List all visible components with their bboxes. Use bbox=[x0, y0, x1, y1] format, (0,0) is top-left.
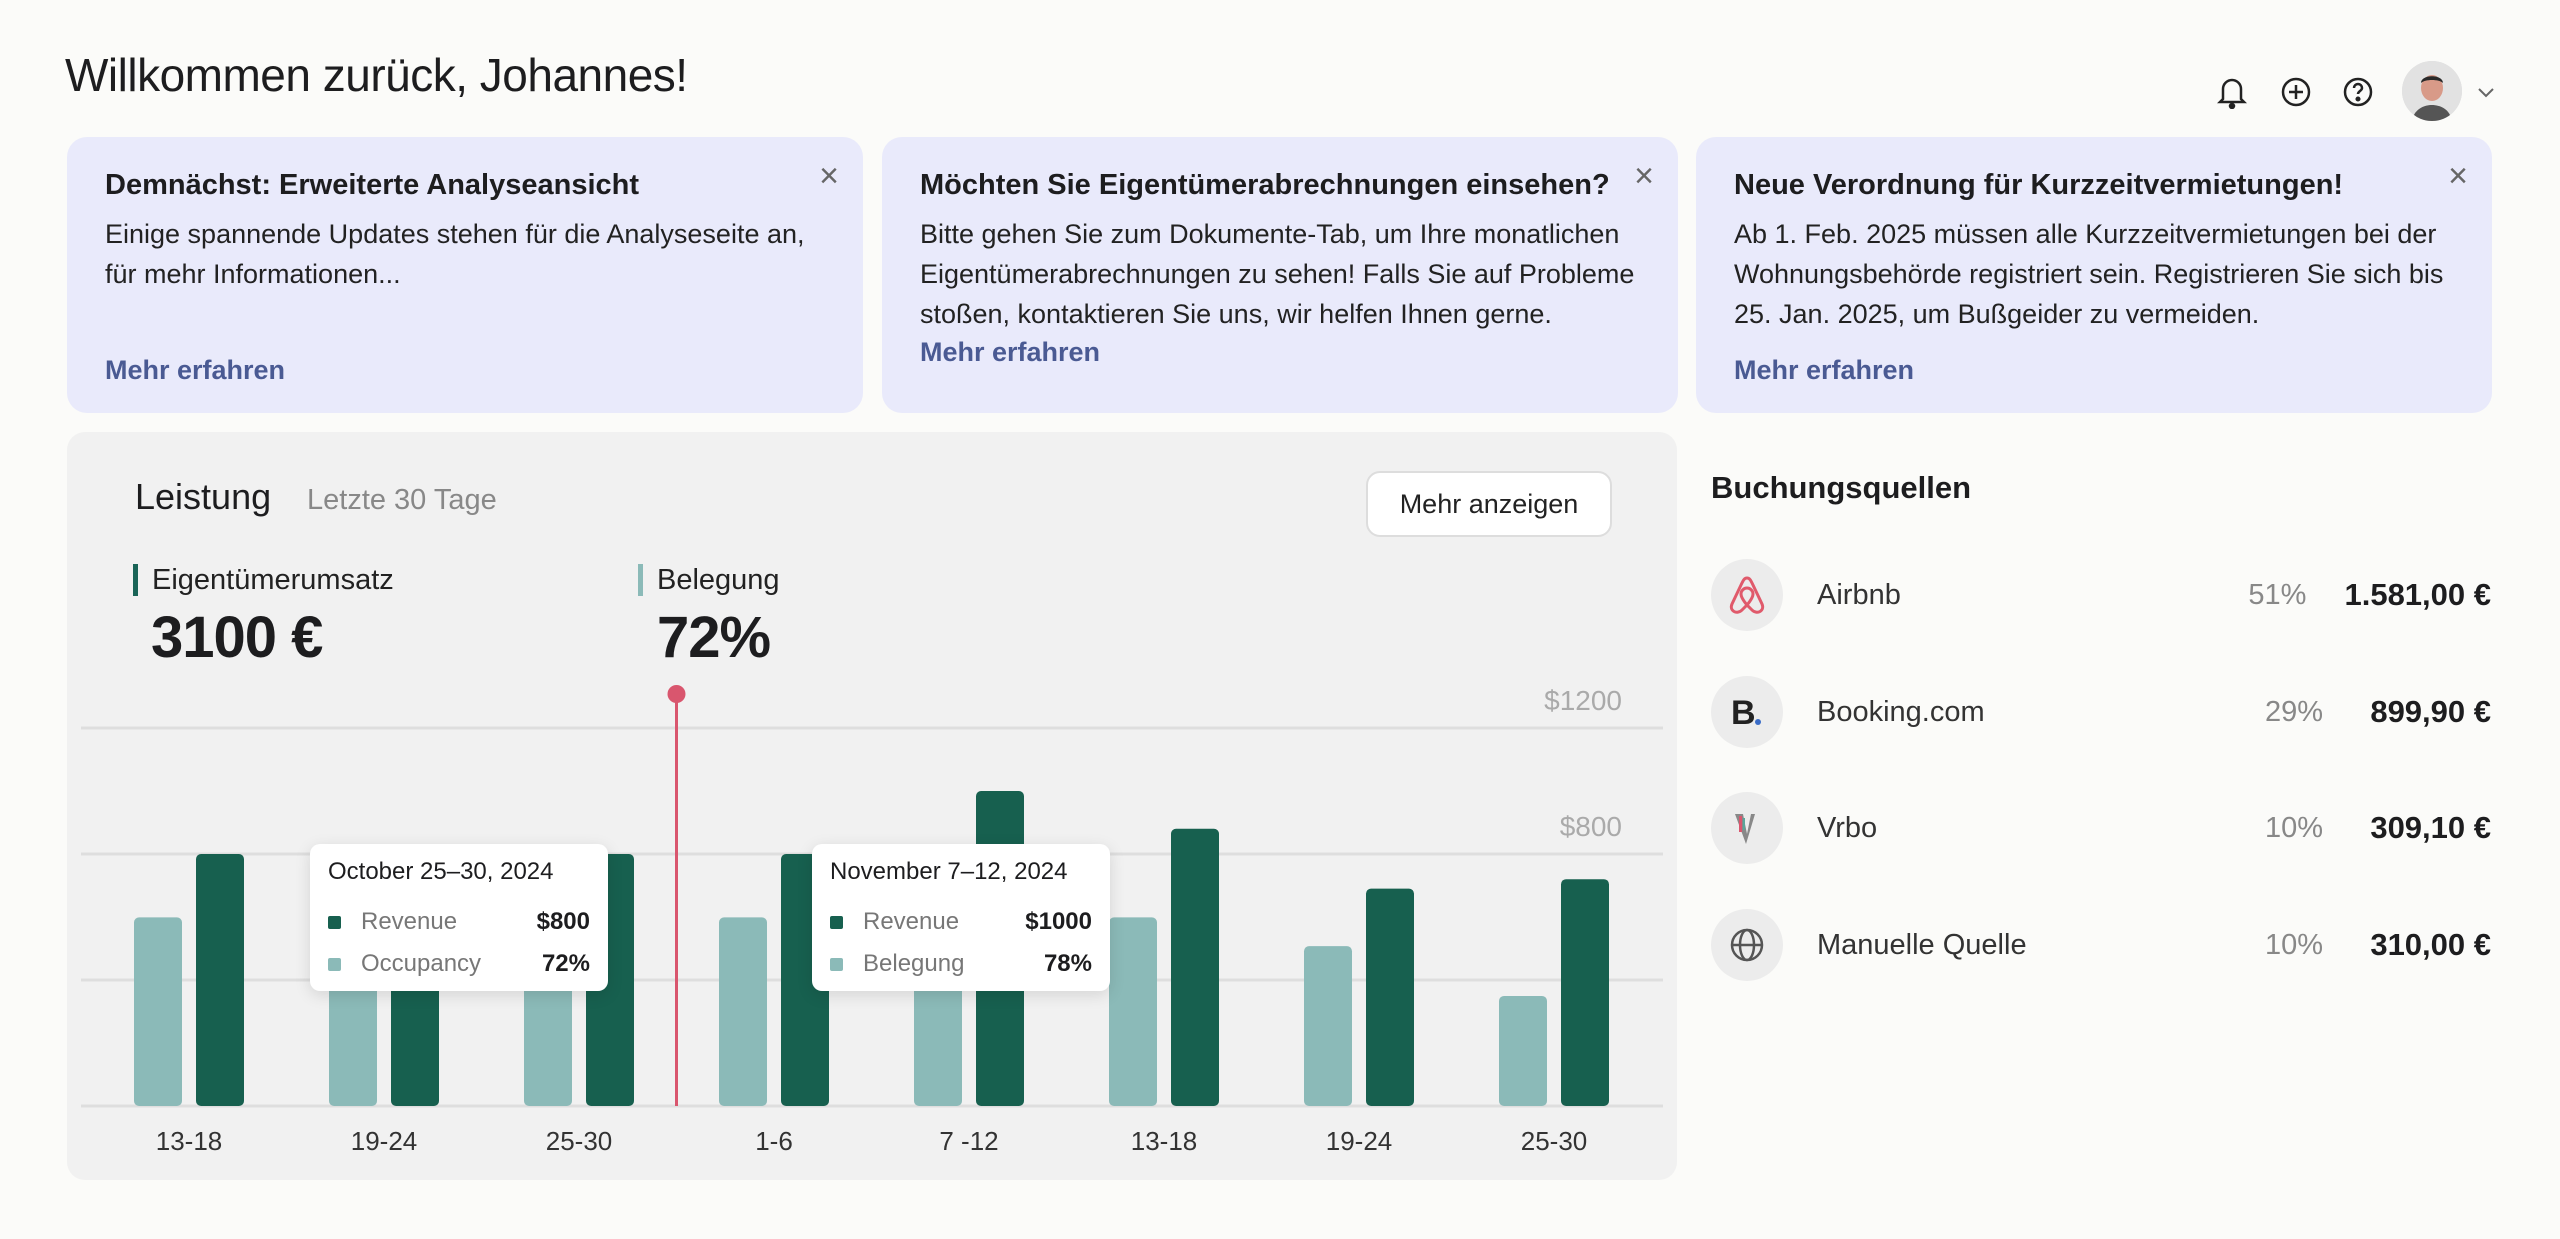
performance-period: Letzte 30 Tage bbox=[307, 484, 497, 516]
source-row-vrbo[interactable]: Vrbo 10% 309,10 € bbox=[1711, 792, 2491, 864]
notice-card-regulation: Neue Verordnung für Kurzzeitvermietungen… bbox=[1696, 137, 2492, 413]
booking-sources-title: Buchungsquellen bbox=[1711, 470, 1972, 505]
x-tick-label: 25-30 bbox=[546, 1126, 613, 1156]
performance-chart: $1200 $800 13-18 19-24 25-30 1-6 7 -12 13-18 19-… bbox=[81, 685, 1663, 1156]
card-title: Demnächst: Erweiterte Analyseansicht bbox=[105, 169, 640, 201]
source-row-manual[interactable]: Manuelle Quelle 10% 310,00 € bbox=[1711, 909, 2491, 981]
x-tick-label: 13-18 bbox=[1131, 1126, 1198, 1156]
source-amount: 310,00 € bbox=[2370, 927, 2491, 962]
avatar[interactable] bbox=[2402, 61, 2462, 121]
date-marker-dot bbox=[667, 685, 686, 703]
tooltip-title: October 25–30, 2024 bbox=[328, 858, 554, 885]
source-row-booking[interactable]: B Booking.com 29% 899,90 € bbox=[1711, 676, 2491, 748]
occupancy-bar bbox=[1109, 917, 1157, 1106]
source-amount: 899,90 € bbox=[2370, 694, 2491, 729]
page-title: Willkommen zurück, Johannes! bbox=[65, 49, 688, 101]
revenue-bar bbox=[1561, 879, 1609, 1106]
notice-card-statements: Möchten Sie Eigentümerabrechnungen einse… bbox=[882, 137, 1678, 413]
chevron-down-icon[interactable] bbox=[2466, 72, 2506, 112]
tooltip-label: Revenue bbox=[863, 908, 960, 935]
card-title: Neue Verordnung für Kurzzeitvermietungen… bbox=[1734, 169, 2344, 201]
kpi-occupancy-label: Belegung bbox=[638, 564, 780, 596]
source-percent: 51% bbox=[2248, 578, 2307, 611]
vrbo-icon bbox=[1711, 792, 1783, 864]
kpi-revenue-value: 3100 € bbox=[151, 605, 323, 670]
revenue-bar bbox=[1171, 828, 1219, 1106]
tooltip-title: November 7–12, 2024 bbox=[830, 858, 1068, 885]
card-title: Möchten Sie Eigentümerabrechnungen einse… bbox=[920, 169, 1610, 201]
occupancy-swatch bbox=[328, 957, 341, 971]
source-percent: 29% bbox=[2264, 695, 2323, 728]
svg-text:B: B bbox=[1731, 694, 1756, 732]
x-tick-label: 13-18 bbox=[156, 1126, 223, 1156]
show-more-button[interactable]: Mehr anzeigen bbox=[1366, 471, 1612, 537]
source-amount: 309,10 € bbox=[2370, 810, 2491, 845]
learn-more-link[interactable]: Mehr erfahren bbox=[920, 337, 1101, 367]
close-icon[interactable]: × bbox=[2448, 157, 2468, 195]
card-body: Einige spannende Updates stehen für die … bbox=[105, 219, 805, 289]
card-body: Ab 1. Feb. 2025 müssen alle Kurzzeitverm… bbox=[1734, 219, 2444, 329]
learn-more-link[interactable]: Mehr erfahren bbox=[105, 355, 286, 385]
plus-circle-icon[interactable] bbox=[2276, 72, 2316, 112]
help-icon[interactable] bbox=[2338, 72, 2378, 112]
occupancy-bar bbox=[1499, 995, 1547, 1106]
x-tick-label: 25-30 bbox=[1521, 1126, 1588, 1156]
performance-title: Leistung bbox=[135, 476, 272, 517]
bell-icon[interactable] bbox=[2212, 72, 2252, 112]
source-row-airbnb[interactable]: Airbnb 51% 1.581,00 € bbox=[1711, 559, 2491, 631]
kpi-occupancy-value: 72% bbox=[657, 605, 771, 670]
tooltip-value: $800 bbox=[536, 908, 590, 935]
card-body: Bitte gehen Sie zum Dokumente-Tab, um Ih… bbox=[920, 219, 1635, 329]
occupancy-swatch bbox=[830, 957, 843, 971]
revenue-bar bbox=[196, 854, 244, 1106]
tooltip-label: Belegung bbox=[863, 950, 965, 977]
tooltip-value: 72% bbox=[541, 950, 590, 977]
occupancy-bar bbox=[1304, 946, 1352, 1106]
revenue-swatch bbox=[830, 915, 843, 929]
source-name: Manuelle Quelle bbox=[1817, 928, 2027, 961]
y-tick-label: $800 bbox=[1560, 811, 1622, 842]
close-icon[interactable]: × bbox=[819, 157, 839, 195]
x-tick-label: 7 -12 bbox=[939, 1126, 998, 1156]
notice-card-analytics: Demnächst: Erweiterte Analyseansicht Ein… bbox=[67, 137, 863, 413]
x-tick-label: 19-24 bbox=[1326, 1126, 1393, 1156]
tooltip-value: $1000 bbox=[1025, 908, 1092, 935]
occupancy-bar bbox=[134, 917, 182, 1106]
performance-panel: Leistung Letzte 30 Tage Mehr anzeigen Ei… bbox=[67, 432, 1677, 1180]
y-tick-label: $1200 bbox=[1544, 685, 1622, 716]
source-name: Vrbo bbox=[1817, 811, 1878, 844]
airbnb-icon bbox=[1711, 559, 1783, 631]
source-name: Booking.com bbox=[1817, 695, 1985, 728]
tooltip-november: November 7–12, 2024 Revenue $1000 Belegun… bbox=[812, 844, 1110, 991]
kpi-revenue-label: Eigentümerumsatz bbox=[133, 564, 394, 596]
globe-icon bbox=[1711, 909, 1783, 981]
tooltip-label: Revenue bbox=[361, 908, 458, 935]
revenue-bar bbox=[1366, 888, 1414, 1106]
source-percent: 10% bbox=[2264, 811, 2323, 844]
x-tick-label: 19-24 bbox=[351, 1126, 418, 1156]
tooltip-october: October 25–30, 2024 Revenue $800 Occupanc… bbox=[310, 844, 608, 991]
tooltip-label: Occupancy bbox=[361, 950, 482, 977]
tooltip-value: 78% bbox=[1043, 950, 1092, 977]
source-amount: 1.581,00 € bbox=[2344, 577, 2491, 612]
close-icon[interactable]: × bbox=[1634, 157, 1654, 195]
x-tick-label: 1-6 bbox=[755, 1126, 793, 1156]
learn-more-link[interactable]: Mehr erfahren bbox=[1734, 355, 1915, 385]
revenue-swatch bbox=[328, 915, 341, 929]
booking-icon: B bbox=[1711, 676, 1783, 748]
occupancy-bar bbox=[719, 917, 767, 1106]
source-name: Airbnb bbox=[1817, 578, 1901, 611]
source-percent: 10% bbox=[2264, 928, 2323, 961]
